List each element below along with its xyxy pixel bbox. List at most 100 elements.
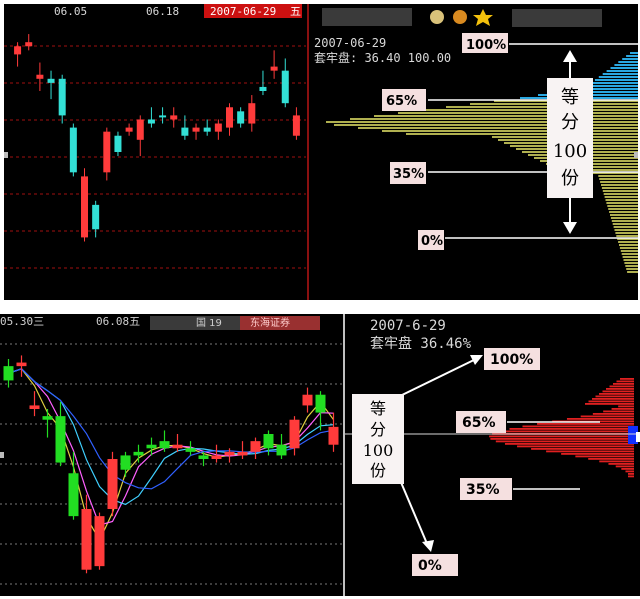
- bottom-chip-bar: [585, 403, 634, 405]
- top-label-65-box: [382, 89, 426, 111]
- top-header-date-tag-suffix: 五: [290, 5, 301, 18]
- bottom-left-handle[interactable]: [0, 452, 4, 458]
- bottom-candle-body: [198, 455, 209, 459]
- top-chip-bar: [622, 256, 638, 258]
- top-chip-bar: [591, 82, 638, 84]
- top-chip-bar: [613, 226, 638, 228]
- top-left-handle[interactable]: [4, 152, 8, 158]
- top-chip-bar: [611, 220, 638, 222]
- top-header-date-tag: [204, 4, 302, 18]
- top-arrow-up-head: [563, 50, 577, 62]
- bottom-chip-bar: [618, 405, 634, 408]
- bottom-chip-bar: [588, 400, 634, 403]
- bottom-chip-blue-marker: [628, 426, 638, 444]
- top-chip-bar: [602, 73, 638, 75]
- bottom-candle-body: [263, 434, 274, 449]
- top-chip-bar: [558, 169, 638, 171]
- bottom-chip-bar: [531, 448, 634, 450]
- bottom-chip-bar: [592, 398, 634, 400]
- bottom-chip-bar: [628, 473, 634, 475]
- bottom-candles: [3, 355, 339, 574]
- top-header-date2: 06.18: [146, 5, 179, 18]
- bottom-chip-bar: [566, 418, 634, 420]
- bottom-chip-bar: [611, 408, 634, 410]
- top-candle-body: [25, 42, 33, 47]
- bottom-chip-bar: [606, 388, 634, 390]
- top-chip-bar: [358, 127, 638, 129]
- top-candle-body: [237, 111, 245, 124]
- top-candle-body: [159, 115, 167, 118]
- bottom-candle-body: [172, 444, 183, 449]
- top-chip-bar: [556, 91, 638, 93]
- top-chip-bar: [606, 202, 638, 204]
- bottom-chip-bar: [499, 430, 634, 433]
- top-callout-line4: 份: [561, 168, 579, 189]
- bottom-chip-bar: [490, 438, 634, 440]
- top-chip-bar: [326, 121, 638, 123]
- top-candle-body: [58, 78, 66, 116]
- top-chip-bar: [616, 235, 638, 237]
- bottom-chip-bar: [599, 393, 634, 395]
- bottom-chip-bar: [509, 428, 634, 430]
- bottom-candle-body: [302, 394, 313, 406]
- bottom-candle-body: [55, 416, 66, 463]
- top-candle-body: [92, 204, 100, 230]
- top-chip-bar: [615, 232, 638, 234]
- top-blurred-tag: [512, 9, 602, 27]
- top-chip-bar: [614, 64, 638, 66]
- top-chip-bar: [599, 178, 638, 180]
- top-chip-bar: [592, 85, 638, 87]
- bottom-candle-body: [315, 394, 326, 413]
- bottom-chip-bar: [537, 423, 634, 425]
- top-chip-bar: [614, 229, 638, 231]
- bottom-candle-body: [146, 444, 157, 449]
- top-chip-bar: [625, 265, 638, 267]
- top-label-35-box: [390, 162, 426, 184]
- top-chip-bar: [610, 214, 638, 216]
- bottom-candle-body: [3, 366, 14, 381]
- top-chip-bar: [564, 172, 638, 174]
- top-chip-bar: [618, 241, 638, 243]
- top-chip-bar: [422, 109, 638, 111]
- bottom-arrow-up-head: [470, 355, 483, 365]
- bottom-chip-bar: [615, 465, 634, 468]
- top-chip-bar: [602, 190, 638, 192]
- top-chip-bar: [398, 112, 638, 114]
- top-candle-body: [292, 115, 300, 136]
- bottom-chip-bar: [592, 413, 634, 415]
- top-chip-bar: [608, 208, 638, 210]
- top-label-0-box: [418, 230, 444, 250]
- bottom-callout-line1: 等: [370, 399, 386, 418]
- bottom-candle-body: [328, 426, 339, 445]
- bottom-right-handle[interactable]: [636, 432, 640, 442]
- bottom-chip-bar: [602, 390, 634, 393]
- top-header-date1: 06.05: [54, 5, 87, 18]
- top-chip-bar: [601, 187, 638, 189]
- bottom-candle-body: [237, 451, 248, 456]
- top-chip-bar: [626, 268, 638, 270]
- top-grid: [4, 45, 306, 269]
- bottom-candle-body: [185, 448, 196, 452]
- top-chip-bar: [623, 259, 638, 261]
- top-candle-body: [69, 127, 77, 173]
- top-label-35: 35%: [393, 167, 424, 182]
- bottom-header-tag2: 东海证券: [250, 316, 290, 329]
- top-candle-body: [203, 127, 211, 132]
- top-chip-bar: [594, 79, 638, 81]
- top-candle-body: [114, 135, 122, 152]
- bottom-chip-bar: [621, 468, 634, 470]
- top-chip-bar: [374, 115, 638, 117]
- top-right-handle[interactable]: [634, 152, 638, 158]
- bottom-candle-body: [276, 444, 287, 456]
- top-candle-body: [36, 74, 44, 79]
- top-chip-bar: [617, 238, 638, 240]
- bottom-candle-body: [81, 509, 92, 570]
- top-label-65: 65%: [386, 94, 417, 109]
- top-chip-bar: [626, 55, 638, 57]
- top-candle-body: [147, 119, 155, 124]
- top-label-0: 0%: [421, 234, 443, 249]
- top-candles: [14, 34, 300, 242]
- top-candle-body: [14, 46, 22, 55]
- bottom-chip-bar: [595, 395, 634, 398]
- top-cost-date: 2007-06-29: [314, 36, 386, 50]
